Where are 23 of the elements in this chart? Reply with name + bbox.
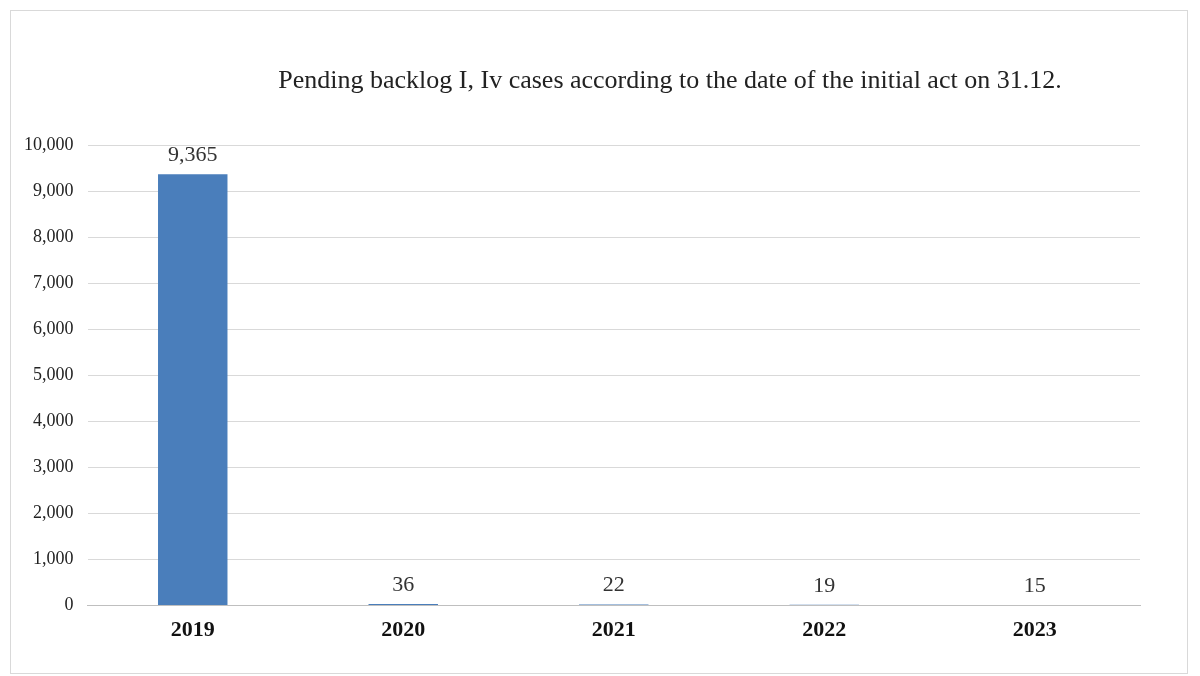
data-label: 22 [602, 571, 625, 597]
x-tick-label: 2020 [381, 616, 426, 642]
data-label: 9,365 [168, 141, 218, 167]
y-tick-label: 10,000 [24, 133, 74, 154]
y-tick-label: 1,000 [33, 548, 74, 569]
x-tick-label: 2021 [591, 616, 636, 642]
y-tick-label: 9,000 [33, 179, 74, 200]
bar [158, 174, 228, 606]
data-label: 19 [813, 571, 836, 597]
chart-title: Pending backlog I, Iv cases according to the date of the initial act on 31.12. [277, 64, 1063, 96]
y-tick-label: 5,000 [33, 364, 74, 385]
y-tick-label: 2,000 [33, 502, 74, 523]
y-tick-label: 0 [64, 594, 74, 615]
x-tick-label: 2019 [170, 616, 215, 642]
data-label: 36 [392, 570, 415, 596]
data-label: 15 [1023, 571, 1046, 597]
y-tick-label: 6,000 [33, 317, 74, 338]
y-tick-label: 8,000 [33, 225, 74, 246]
x-tick-label: 2023 [1012, 616, 1057, 642]
y-tick-label: 7,000 [33, 271, 74, 292]
y-tick-label: 4,000 [33, 410, 74, 431]
y-tick-label: 3,000 [33, 456, 74, 477]
x-tick-label: 2022 [802, 616, 847, 642]
